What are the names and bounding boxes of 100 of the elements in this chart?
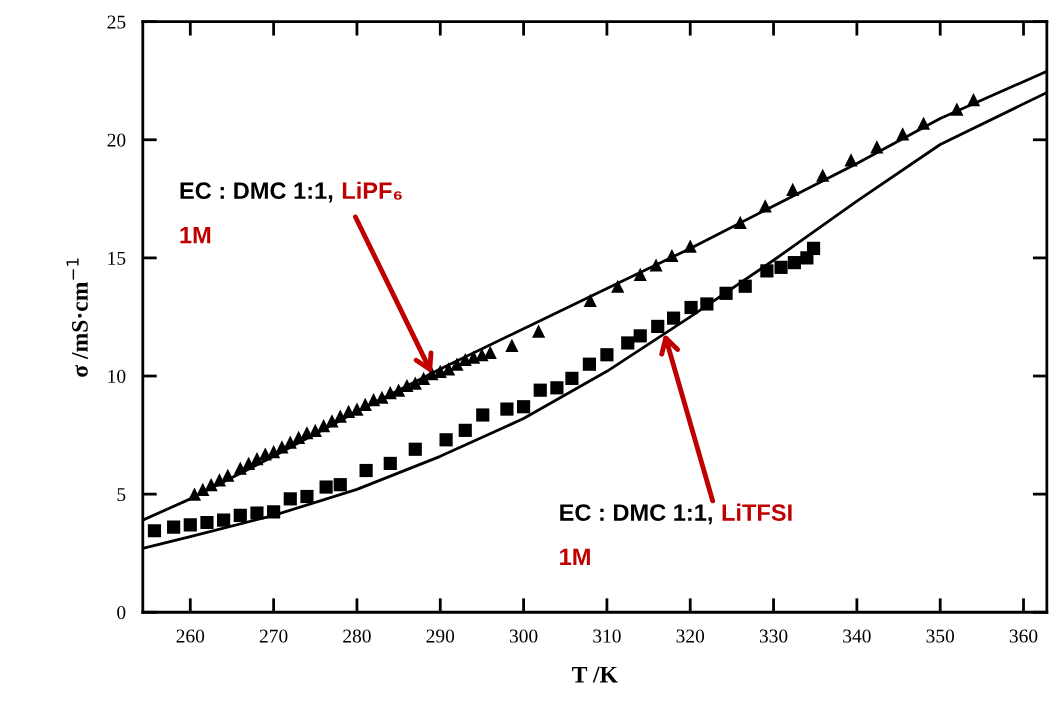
x-tick-label: 330 bbox=[759, 629, 788, 643]
point bbox=[167, 520, 181, 534]
y-tick-label: 15 bbox=[108, 251, 126, 265]
point bbox=[317, 419, 331, 433]
point bbox=[204, 478, 218, 492]
point bbox=[651, 319, 665, 333]
point bbox=[633, 329, 647, 343]
point bbox=[786, 182, 800, 196]
point bbox=[383, 385, 397, 400]
x-tick-label: 290 bbox=[426, 629, 455, 643]
point bbox=[408, 376, 422, 390]
y-tick-label: 0 bbox=[117, 606, 126, 620]
point bbox=[500, 402, 514, 416]
annotation: EC : DMC 1:1, bbox=[180, 182, 333, 203]
point bbox=[483, 345, 497, 359]
point bbox=[450, 357, 464, 371]
point bbox=[283, 492, 297, 506]
point bbox=[221, 468, 235, 482]
point bbox=[533, 383, 547, 397]
point bbox=[583, 293, 597, 308]
point bbox=[458, 423, 472, 437]
point bbox=[308, 423, 322, 437]
point bbox=[367, 393, 381, 407]
point bbox=[758, 199, 772, 213]
point bbox=[250, 452, 264, 466]
point bbox=[292, 430, 306, 445]
y-tick-label: 25 bbox=[107, 15, 126, 29]
point bbox=[383, 456, 397, 471]
x-tick-label: 280 bbox=[343, 629, 371, 643]
point bbox=[719, 286, 733, 300]
point bbox=[950, 102, 964, 116]
annotation: EC : DMC 1:1, bbox=[560, 504, 712, 525]
x-tick-label: 300 bbox=[509, 629, 538, 643]
point bbox=[870, 140, 884, 154]
point bbox=[200, 515, 214, 530]
annotation: LiPF₆ bbox=[342, 181, 402, 200]
y-axis-title: σ /mS·cm$^{−1}$ bbox=[66, 258, 88, 377]
point bbox=[476, 408, 490, 422]
point bbox=[738, 279, 752, 293]
point bbox=[517, 400, 531, 414]
point bbox=[359, 463, 373, 478]
x-tick-label: 340 bbox=[843, 629, 871, 643]
point bbox=[250, 506, 264, 520]
point bbox=[187, 487, 202, 501]
point bbox=[217, 513, 231, 527]
point bbox=[816, 168, 830, 182]
annotation: LiTFSI bbox=[722, 503, 792, 521]
point bbox=[467, 350, 481, 364]
point bbox=[505, 338, 519, 352]
point bbox=[439, 433, 453, 447]
point bbox=[267, 505, 281, 519]
y-tick-label: 20 bbox=[107, 133, 126, 147]
point bbox=[233, 508, 247, 522]
point bbox=[896, 127, 910, 141]
point bbox=[183, 518, 197, 532]
point bbox=[233, 461, 247, 475]
point bbox=[258, 447, 272, 461]
point bbox=[582, 357, 596, 371]
point bbox=[319, 480, 333, 494]
point bbox=[147, 524, 162, 538]
point bbox=[649, 258, 663, 272]
point bbox=[392, 383, 406, 397]
point bbox=[283, 435, 297, 449]
point bbox=[787, 256, 801, 270]
point bbox=[212, 473, 227, 487]
y-tick-label: 5 bbox=[117, 488, 126, 502]
point bbox=[358, 397, 372, 411]
point bbox=[966, 93, 981, 107]
point bbox=[531, 324, 546, 338]
point bbox=[417, 371, 431, 385]
point bbox=[684, 300, 698, 315]
y-tick-label: 10 bbox=[108, 369, 126, 383]
point bbox=[774, 260, 788, 274]
x-tick-label: 320 bbox=[676, 629, 705, 643]
point bbox=[333, 409, 347, 423]
x-tick-label: 350 bbox=[926, 629, 955, 643]
point bbox=[760, 264, 774, 278]
point bbox=[733, 215, 747, 230]
point bbox=[633, 267, 647, 282]
point bbox=[665, 248, 679, 263]
annotation: 1M bbox=[560, 548, 590, 566]
point bbox=[611, 279, 625, 293]
point bbox=[325, 414, 339, 428]
point bbox=[408, 442, 422, 456]
point bbox=[375, 390, 389, 404]
point bbox=[300, 489, 314, 504]
x-axis-title: T /K bbox=[572, 666, 618, 683]
point bbox=[442, 362, 456, 376]
x-tick-label: 260 bbox=[176, 629, 205, 643]
point bbox=[666, 311, 681, 325]
point bbox=[916, 116, 931, 130]
point bbox=[806, 241, 821, 256]
x-tick-label: 360 bbox=[1009, 629, 1038, 643]
point bbox=[844, 153, 858, 167]
point bbox=[433, 364, 447, 378]
point bbox=[565, 371, 579, 385]
point bbox=[333, 478, 347, 492]
x-tick-label: 310 bbox=[593, 629, 621, 643]
point bbox=[242, 456, 256, 471]
annotation: 1M bbox=[180, 226, 211, 244]
